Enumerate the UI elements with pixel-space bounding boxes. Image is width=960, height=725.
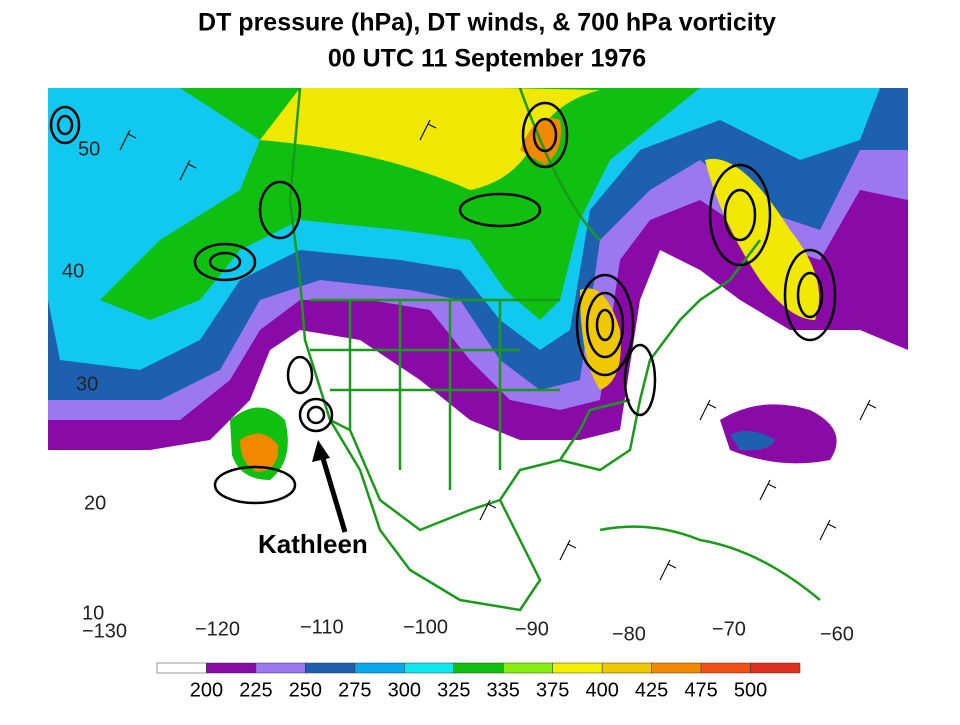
map [48, 88, 908, 640]
longitude-label: −60 [820, 623, 854, 645]
colorbar-label: 325 [437, 679, 470, 701]
longitude-label: −80 [612, 623, 646, 645]
longitude-label: −100 [403, 616, 448, 638]
colorbar-box [651, 662, 702, 674]
northeast-blob [705, 158, 820, 320]
colorbar-label: 335 [487, 679, 520, 701]
colorbar-box [206, 662, 257, 674]
latitude-label: 20 [84, 492, 106, 514]
coastline-2 [329, 398, 821, 601]
longitude-label: −90 [515, 618, 549, 640]
longitude-label: −120 [195, 618, 240, 640]
colorbar-label: 225 [239, 679, 272, 701]
colorbar-label: 500 [734, 679, 767, 701]
colorbar-box [354, 662, 405, 674]
colorbar-box [404, 662, 455, 674]
colorbar-box [453, 662, 504, 674]
yellow-band [260, 88, 600, 190]
colorbar-label: 425 [635, 679, 668, 701]
latitude-label: 10 [82, 602, 104, 624]
colorbar-label: 275 [338, 679, 371, 701]
colorbar-box [750, 662, 801, 674]
colorbar-label: 400 [585, 679, 618, 701]
arrow-head [312, 440, 330, 462]
longitude-label: −110 [300, 616, 344, 638]
title-line-1: DT pressure (hPa), DT winds, & 700 hPa v… [198, 9, 776, 37]
coastline [288, 88, 761, 612]
longitude-label: −130 [82, 620, 127, 642]
latitude-label: 50 [78, 138, 100, 160]
colorbar-label: 375 [536, 679, 569, 701]
colorbar-box [156, 662, 207, 674]
annotation: Kathleen [258, 529, 368, 559]
colorbar-box [305, 662, 356, 674]
colorbar-box [552, 662, 603, 674]
blue-patch [730, 431, 775, 451]
colorbar-label: 300 [388, 679, 421, 701]
vorticity-contours [49, 101, 837, 505]
latitude-label: 30 [76, 373, 98, 395]
colorbar-label: 250 [289, 679, 322, 701]
colorbar-box [601, 662, 652, 674]
colorbar-label: 475 [684, 679, 717, 701]
colorbar-label: 200 [190, 679, 223, 701]
longitude-label: −70 [712, 618, 746, 640]
colorbar: 200 225 250 275 300 325 335 375 400 425 475 500 [156, 662, 801, 701]
colorbar-box [255, 662, 306, 674]
colorbar-box [502, 662, 553, 674]
wind-barbs [119, 119, 877, 581]
annotation-arrow [319, 454, 348, 533]
title-line-2: 00 UTC 11 September 1976 [328, 45, 646, 73]
borders [310, 88, 601, 490]
southwest-core [240, 433, 279, 472]
latitude-label: 40 [62, 260, 84, 282]
colorbar-box [700, 662, 751, 674]
